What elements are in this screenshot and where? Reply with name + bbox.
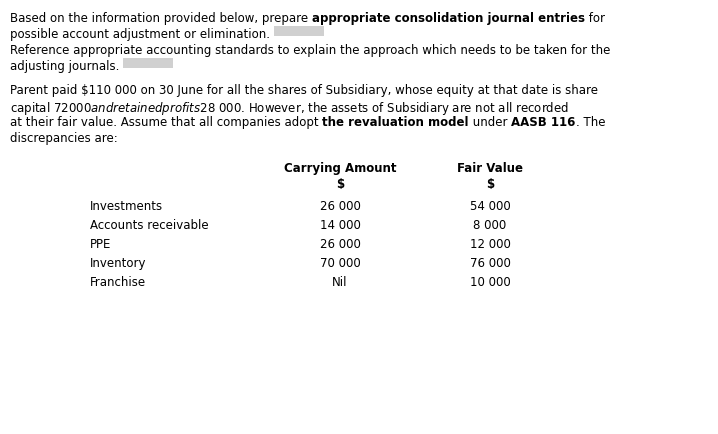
Text: 8 000: 8 000 — [473, 218, 507, 231]
Text: Franchise: Franchise — [90, 275, 146, 288]
Text: under: under — [469, 116, 511, 129]
Text: 26 000: 26 000 — [320, 237, 360, 250]
Bar — [274, 27, 324, 37]
Text: discrepancies are:: discrepancies are: — [10, 132, 118, 145]
Text: Inventory: Inventory — [90, 256, 146, 270]
Text: $: $ — [336, 178, 344, 191]
Text: Investments: Investments — [90, 200, 163, 213]
Text: appropriate consolidation journal entries: appropriate consolidation journal entrie… — [312, 12, 585, 25]
Text: $: $ — [486, 178, 494, 191]
Text: Reference appropriate accounting standards to explain the approach which needs t: Reference appropriate accounting standar… — [10, 44, 610, 57]
Text: at their fair value. Assume that all companies adopt: at their fair value. Assume that all com… — [10, 116, 322, 129]
Text: 70 000: 70 000 — [320, 256, 360, 270]
Text: 26 000: 26 000 — [320, 200, 360, 213]
Text: PPE: PPE — [90, 237, 111, 250]
Text: 54 000: 54 000 — [470, 200, 510, 213]
Text: for: for — [585, 12, 605, 25]
Text: Parent paid $110 000 on 30 June for all the shares of Subsidiary, whose equity a: Parent paid $110 000 on 30 June for all … — [10, 84, 598, 97]
Text: capital $72 000 and retained profits $28 000. However, the assets of Subsidiary : capital $72 000 and retained profits $28… — [10, 100, 569, 117]
Text: 14 000: 14 000 — [320, 218, 360, 231]
Text: Carrying Amount: Carrying Amount — [284, 161, 396, 174]
Text: the revaluation model: the revaluation model — [322, 116, 469, 129]
Text: possible account adjustment or elimination.: possible account adjustment or eliminati… — [10, 28, 270, 41]
Text: 12 000: 12 000 — [470, 237, 510, 250]
Text: Based on the information provided below, prepare: Based on the information provided below,… — [10, 12, 312, 25]
Text: . The: . The — [576, 116, 605, 129]
Text: Accounts receivable: Accounts receivable — [90, 218, 209, 231]
Text: Fair Value: Fair Value — [457, 161, 523, 174]
Text: AASB 116: AASB 116 — [511, 116, 576, 129]
Text: adjusting journals.: adjusting journals. — [10, 60, 119, 73]
Bar — [123, 59, 173, 69]
Text: 10 000: 10 000 — [470, 275, 510, 288]
Text: 76 000: 76 000 — [470, 256, 510, 270]
Text: Nil: Nil — [332, 275, 348, 288]
